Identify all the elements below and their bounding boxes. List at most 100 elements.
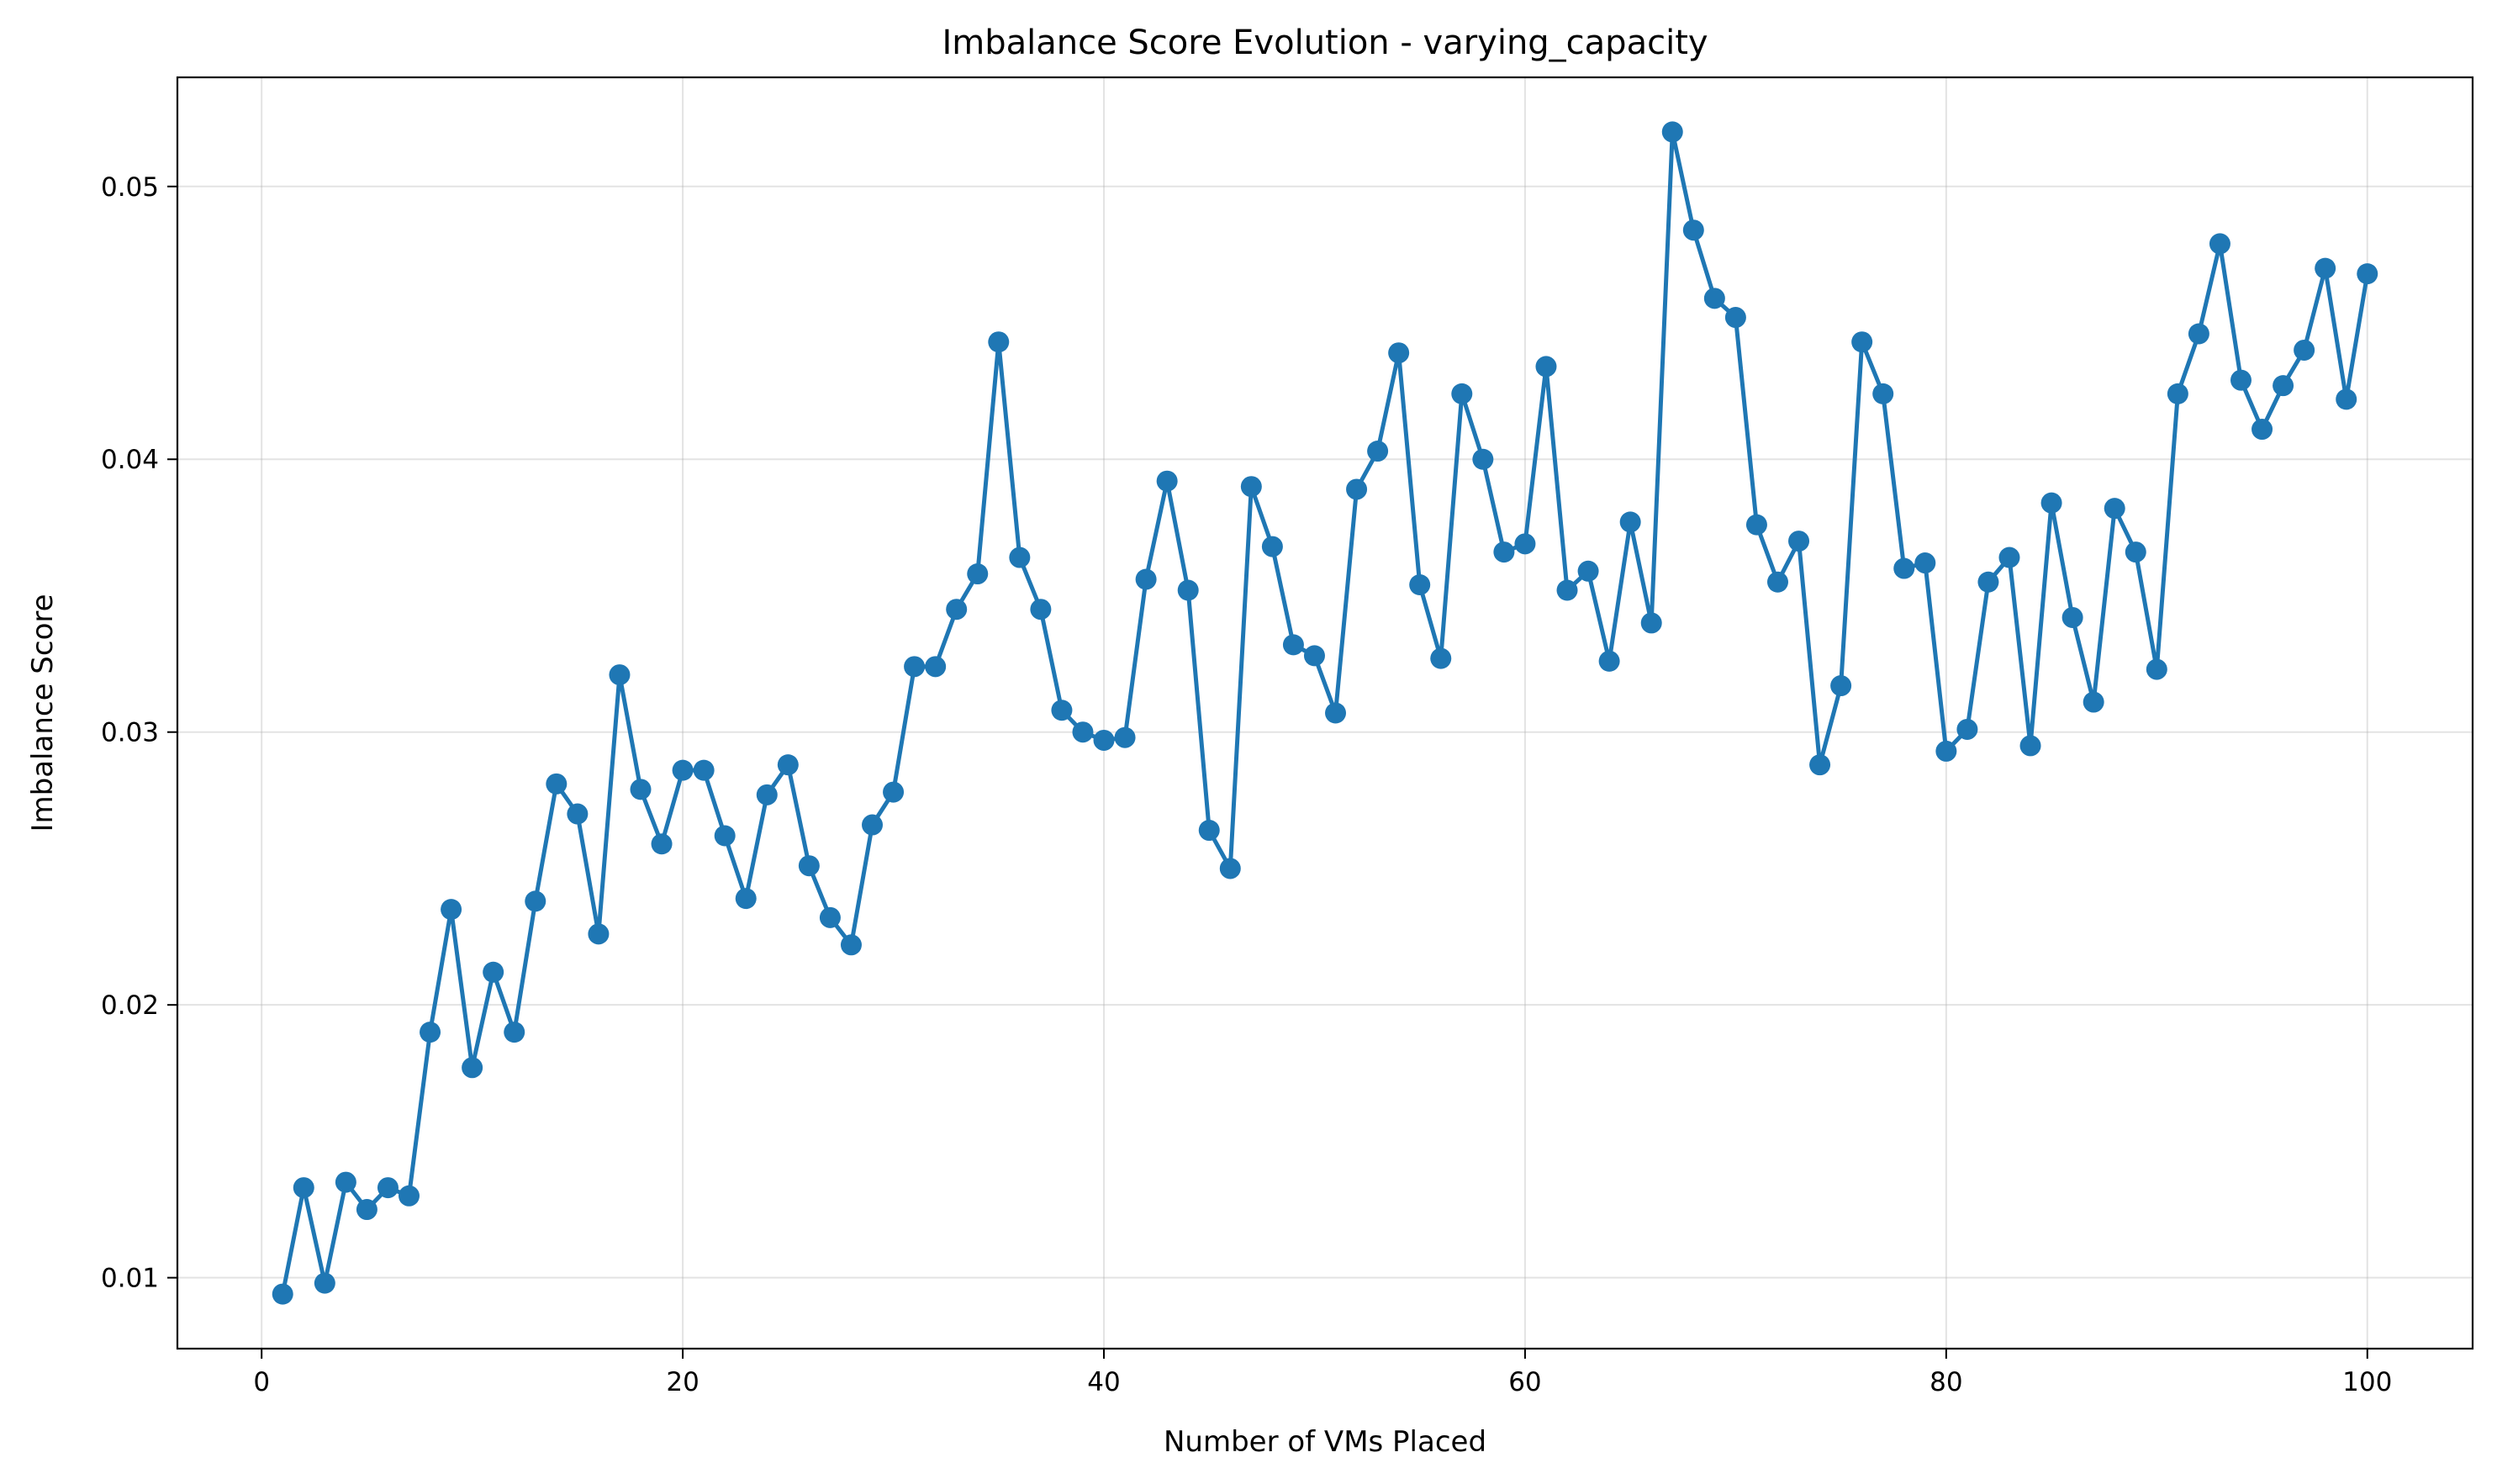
data-point: [2188, 323, 2209, 345]
data-point: [819, 906, 841, 928]
data-point: [609, 664, 631, 686]
data-point: [1577, 560, 1599, 582]
data-point: [1830, 675, 1852, 697]
data-point: [1977, 571, 1999, 593]
data-point: [777, 754, 799, 776]
x-axis-label: Number of VMs Placed: [1164, 1425, 1486, 1459]
data-point: [1998, 547, 2020, 568]
data-point: [1493, 541, 1515, 563]
x-tick-label: 0: [253, 1367, 270, 1397]
data-point: [1303, 645, 1325, 667]
data-point: [988, 331, 1010, 353]
data-point: [1724, 307, 1746, 329]
y-tick-label: 0.02: [101, 990, 159, 1021]
data-point: [2315, 257, 2336, 279]
data-point: [1809, 754, 1831, 776]
data-point: [1619, 511, 1641, 533]
x-axis: 0 20 40 60 80 100: [253, 1349, 2392, 1397]
data-point: [1114, 726, 1136, 748]
data-point: [2294, 339, 2315, 361]
data-point: [293, 1177, 314, 1199]
gridlines: [177, 77, 2473, 1349]
data-point: [2209, 233, 2230, 255]
x-tick-label: 100: [2342, 1367, 2392, 1397]
data-point: [904, 656, 926, 678]
data-point: [1325, 702, 1347, 724]
data-point: [798, 855, 820, 877]
x-tick-label: 80: [1930, 1367, 1962, 1397]
data-point: [1851, 331, 1873, 353]
y-axis: 0.01 0.02 0.03 0.04 0.05: [101, 172, 177, 1294]
data-point: [1367, 441, 1389, 462]
data-point: [1051, 700, 1073, 721]
data-point: [1472, 448, 1494, 470]
data-point: [630, 779, 652, 800]
y-tick-label: 0.01: [101, 1264, 159, 1294]
data-point: [2083, 691, 2104, 713]
data-point: [756, 784, 778, 805]
data-point: [2040, 492, 2062, 514]
data-point: [1009, 547, 1031, 568]
data-point: [1788, 531, 1810, 552]
chart-title: Imbalance Score Evolution - varying_capa…: [942, 24, 1708, 62]
data-point: [651, 833, 673, 855]
data-point: [1177, 579, 1199, 601]
data-point: [1156, 470, 1178, 492]
data-point: [546, 773, 568, 795]
x-tick-label: 60: [1508, 1367, 1541, 1397]
data-point: [588, 923, 610, 945]
data-point: [2167, 383, 2188, 404]
data-point: [840, 934, 862, 956]
data-point: [735, 888, 757, 910]
data-point: [2061, 606, 2083, 628]
data-point: [1661, 121, 1683, 143]
data-point: [1409, 574, 1431, 596]
y-tick-label: 0.04: [101, 445, 159, 475]
data-point: [420, 1022, 441, 1043]
data-point: [1745, 514, 1767, 536]
data-point: [2357, 263, 2378, 285]
data-point: [483, 961, 504, 983]
data-point: [1388, 342, 1410, 364]
data-point: [1935, 740, 1957, 762]
data-point: [883, 781, 905, 803]
y-axis-label: Imbalance Score: [26, 594, 60, 832]
data-point: [1430, 647, 1452, 669]
x-tick-label: 20: [666, 1367, 699, 1397]
data-point: [946, 599, 968, 621]
plot-frame: [176, 76, 2474, 1350]
data-point: [862, 814, 884, 836]
series-line: [280, 129, 2370, 1297]
data-point: [1514, 533, 1536, 555]
data-point: [504, 1022, 525, 1043]
data-point: [441, 899, 462, 921]
data-point: [1072, 721, 1094, 743]
data-point: [2146, 658, 2167, 680]
data-point: [399, 1185, 420, 1207]
data-point: [1135, 568, 1157, 590]
data-point: [525, 890, 546, 912]
data-point: [967, 563, 989, 585]
data-point: [1872, 383, 1894, 404]
data-point: [2019, 735, 2041, 757]
data-point: [567, 803, 589, 825]
data-point: [2252, 419, 2273, 441]
data-point: [2125, 541, 2146, 563]
data-point: [1346, 478, 1368, 500]
data-point: [1451, 383, 1473, 404]
data-point: [1240, 476, 1262, 498]
data-point: [1219, 858, 1241, 879]
data-point: [2273, 375, 2294, 397]
x-tick-label: 40: [1087, 1367, 1120, 1397]
data-point: [1703, 288, 1725, 309]
data-point: [1198, 820, 1220, 842]
data-point: [1282, 634, 1304, 656]
data-point: [1093, 729, 1115, 751]
data-point: [1640, 612, 1662, 634]
data-point: [1261, 536, 1283, 557]
data-point: [1682, 219, 1704, 241]
data-point: [272, 1283, 293, 1305]
data-point: [714, 825, 736, 847]
y-tick-label: 0.05: [101, 172, 159, 203]
